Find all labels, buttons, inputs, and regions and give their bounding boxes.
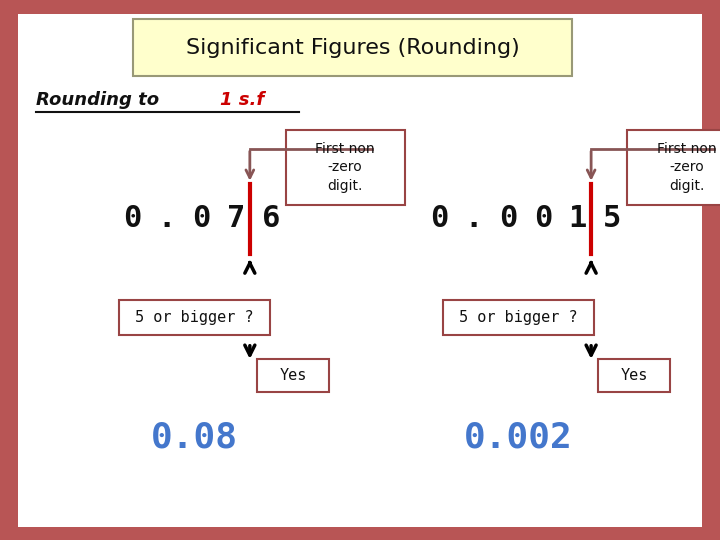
Text: 1: 1 (568, 204, 587, 233)
Text: -zero: -zero (328, 160, 363, 174)
Text: Yes: Yes (621, 368, 648, 383)
Text: .: . (464, 204, 483, 233)
Text: Yes: Yes (279, 368, 307, 383)
Text: 5 or bigger ?: 5 or bigger ? (459, 310, 577, 325)
Text: 0.08: 0.08 (151, 421, 238, 454)
Text: 0: 0 (123, 204, 142, 233)
FancyBboxPatch shape (443, 300, 594, 335)
Text: 6: 6 (261, 204, 280, 233)
Text: First non: First non (315, 142, 375, 156)
Text: Significant Figures (Rounding): Significant Figures (Rounding) (186, 37, 520, 58)
Text: 0.002: 0.002 (464, 421, 573, 454)
FancyBboxPatch shape (133, 19, 572, 76)
FancyBboxPatch shape (598, 359, 670, 392)
Text: 0: 0 (430, 204, 449, 233)
Text: 5: 5 (603, 204, 621, 233)
Text: Rounding to: Rounding to (36, 91, 166, 109)
FancyBboxPatch shape (257, 359, 329, 392)
FancyBboxPatch shape (627, 130, 720, 205)
Text: 0: 0 (192, 204, 211, 233)
Text: -zero: -zero (669, 160, 704, 174)
FancyBboxPatch shape (119, 300, 270, 335)
Text: 0: 0 (499, 204, 518, 233)
Text: .: . (158, 204, 176, 233)
Text: 7: 7 (227, 204, 246, 233)
FancyBboxPatch shape (18, 14, 702, 526)
Text: 5 or bigger ?: 5 or bigger ? (135, 310, 253, 325)
Text: First non: First non (657, 142, 716, 156)
Text: 1 s.f: 1 s.f (220, 91, 264, 109)
FancyBboxPatch shape (286, 130, 405, 205)
Text: digit.: digit. (669, 179, 704, 193)
Text: digit.: digit. (328, 179, 363, 193)
Text: 0: 0 (534, 204, 552, 233)
